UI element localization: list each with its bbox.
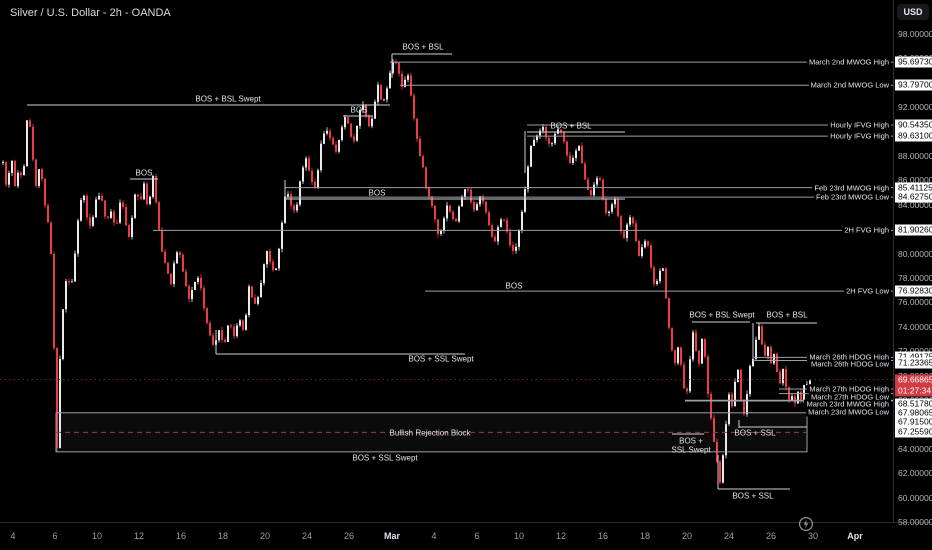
price-level-value-box: 76.92830 (895, 285, 932, 297)
price-level-name: Hourly IFVG High (828, 131, 891, 141)
price-tick-label: 98.00000 (898, 29, 932, 39)
price-level-name: March 2nd MWOG Low (808, 80, 891, 90)
price-tick-label: 60.00000 (898, 492, 932, 503)
time-tick-label: 16 (597, 531, 609, 541)
price-level-value-box: 71.49175 (895, 351, 932, 363)
price-tick-label: 86.00000 (898, 175, 932, 186)
price-tick-label: 92.00000 (898, 102, 932, 113)
price-level-name: 2H FVG Low (844, 286, 891, 296)
price-level-value-box: 95.69730 (895, 56, 932, 68)
price-level-name: 2H FVG High (842, 225, 891, 235)
time-tick-label: 26 (765, 531, 777, 541)
price-tick-label: 72.00000 (898, 346, 932, 356)
time-tick-label: 6 (474, 531, 480, 541)
price-level-value-box: 71.23365 (895, 357, 932, 369)
price-level-name: March 26th HDOG Low (809, 359, 891, 369)
price-tick-label: 78.00000 (898, 273, 932, 283)
price-tick-label: 58.00000 (898, 517, 932, 527)
currency-unit-button[interactable]: USD (897, 4, 929, 20)
time-tick-label: 12 (133, 531, 145, 541)
candlestick-chart[interactable] (0, 0, 893, 522)
structure-annotation[interactable]: BOS (350, 105, 368, 115)
structure-annotation[interactable]: BOS (368, 188, 386, 198)
price-level-value-box: 68.51780 (895, 398, 932, 410)
time-tick-label: 30 (807, 531, 819, 541)
time-axis[interactable]: 4 6 10 12 16 18 20 24 26 Mar 4 6 10 12 16 18 20 24 26 30 Apr (0, 522, 932, 550)
lightning-icon (803, 519, 809, 529)
time-tick-label: 16 (175, 531, 187, 541)
time-tick-label: Mar (383, 531, 401, 541)
price-level-value-box: 89.63100 (895, 130, 932, 142)
time-tick-label: 24 (723, 531, 735, 541)
price-level-value-box: 90.54350 (895, 119, 932, 131)
structure-annotation[interactable]: BOS (135, 168, 153, 178)
price-level-name: March 26th HDOG High (807, 352, 891, 362)
go-to-realtime-button[interactable] (798, 516, 814, 532)
structure-annotation[interactable]: BOS + (679, 436, 703, 446)
time-tick-label: 18 (639, 531, 651, 541)
rejection-block-label[interactable]: Bullish Rejection Block (389, 428, 471, 438)
price-level-value-box: 84.62750 (895, 191, 932, 203)
price-level-value-box: 67.25590 (895, 426, 932, 438)
structure-annotation[interactable]: BOS + SSL (732, 491, 774, 501)
price-tick-label: 80.00000 (898, 248, 932, 259)
time-tick-label: Apr (847, 531, 863, 541)
price-tick-label: 84.00000 (898, 199, 932, 210)
time-tick-label: 10 (513, 531, 525, 541)
bar-countdown-box: 01:27:34 (895, 385, 932, 397)
time-tick-label: 10 (91, 531, 103, 541)
price-level-name: March 27th HDOG Low (809, 392, 891, 402)
time-tick-label: 4 (10, 531, 16, 541)
price-level-name: March 23rd MWOG Low (806, 407, 891, 417)
structure-annotation[interactable]: BOS + BSL Swept (195, 94, 261, 104)
time-tick-label: 20 (681, 531, 693, 541)
time-tick-label: 12 (555, 531, 567, 541)
price-level-name: Feb 23rd MWOG Low (814, 192, 891, 202)
price-level-name: Hourly IFVG High (828, 120, 891, 130)
price-level-value-box: 93.79700 (895, 79, 932, 91)
price-tick-label: 88.00000 (898, 151, 932, 161)
time-tick-label: 18 (217, 531, 229, 541)
price-tick-label: 62.00000 (898, 468, 932, 479)
structure-annotation[interactable]: BOS + SSL Swept (408, 354, 474, 364)
last-price-box: 69.66865 (895, 374, 932, 386)
structure-annotation[interactable]: BOS + SSL Swept (352, 453, 418, 463)
price-level-name: March 2nd MWOG High (806, 57, 891, 67)
structure-annotation[interactable]: BOS + BSL (550, 121, 592, 131)
price-axis[interactable]: USD 98.0000096.0000094.0000092.0000090.0… (893, 0, 932, 527)
structure-annotation[interactable]: BOS + BSL (766, 310, 808, 320)
structure-annotation[interactable]: BOS + BSL Swept (689, 310, 755, 320)
price-level-value-box: 81.90260 (895, 224, 932, 236)
time-tick-label: 20 (259, 531, 271, 541)
price-level-name: March 23rd MWOG High (804, 399, 891, 409)
structure-annotation[interactable]: BOS + SSL (734, 428, 776, 438)
price-level-value-box: 67.98065 (895, 407, 932, 419)
time-tick-label: 26 (343, 531, 355, 541)
symbol-title[interactable]: Silver / U.S. Dollar - 2h - OANDA (10, 7, 171, 19)
time-tick-label: 6 (52, 531, 58, 541)
time-tick-label: 24 (301, 531, 313, 541)
price-level-name: Feb 23rd MWOG High (812, 183, 891, 193)
structure-annotation[interactable]: BOS + BSL (402, 42, 444, 52)
structure-annotation[interactable]: BOS (505, 281, 523, 291)
price-level-value-box: 85.41125 (895, 182, 932, 194)
price-level-value-box: 67.91500 (895, 416, 932, 428)
structure-annotation[interactable]: SSL Swept (671, 445, 711, 455)
price-tick-label: 64.00000 (898, 443, 932, 454)
time-tick-label: 4 (431, 531, 437, 541)
price-level-name: March 27th HDOG High (807, 384, 891, 394)
price-tick-label: 74.00000 (898, 321, 932, 332)
chart-pane[interactable]: BOS + BSL Swept BOS BOS BOS + BSL BOS + BSL B… (0, 0, 893, 522)
price-tick-label: 76.00000 (898, 297, 932, 308)
